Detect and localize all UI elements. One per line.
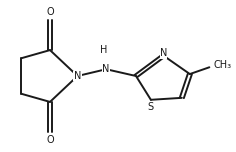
Text: CH₃: CH₃ [214, 60, 232, 70]
Text: S: S [148, 102, 154, 112]
Text: N: N [102, 64, 110, 74]
Text: N: N [160, 48, 167, 58]
Text: N: N [74, 71, 81, 81]
Text: O: O [46, 7, 54, 17]
Text: H: H [100, 45, 108, 55]
Text: O: O [46, 135, 54, 145]
